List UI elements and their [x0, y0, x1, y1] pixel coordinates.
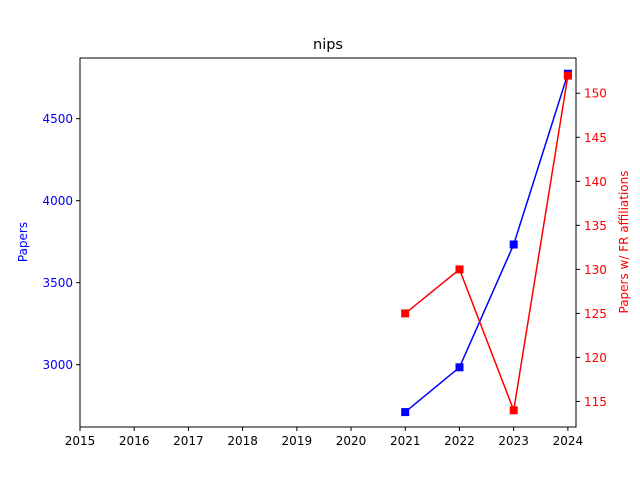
- left-axis-label: Papers: [16, 222, 30, 262]
- right-y-tick-label: 135: [584, 219, 607, 233]
- series-layer: [401, 69, 572, 417]
- x-tick-label: 2020: [336, 434, 367, 448]
- x-tick-label: 2016: [119, 434, 150, 448]
- x-tick-label: 2015: [65, 434, 96, 448]
- x-tick-label: 2023: [498, 434, 529, 448]
- x-tick-label: 2017: [173, 434, 204, 448]
- fr-papers-point-marker: [563, 71, 572, 80]
- right-y-tick-label: 130: [584, 263, 607, 277]
- right-y-tick-label: 125: [584, 307, 607, 321]
- right-y-tick-label: 150: [584, 87, 607, 101]
- fr-papers-point-marker: [401, 309, 410, 318]
- fr-papers-point-marker: [455, 265, 464, 274]
- fr-papers-point-marker: [509, 406, 518, 415]
- right-y-tick-label: 145: [584, 131, 607, 145]
- left-y-tick-label: 3000: [42, 358, 73, 372]
- right-axis-label: Papers w/ FR affiliations: [617, 171, 631, 314]
- x-tick-label: 2021: [390, 434, 421, 448]
- papers-point-marker: [509, 240, 518, 249]
- right-y-tick-label: 115: [584, 395, 607, 409]
- x-tick-label: 2019: [282, 434, 313, 448]
- x-tick-label: 2022: [444, 434, 475, 448]
- fr-papers-series-line: [404, 75, 569, 414]
- papers-series-line: [404, 73, 569, 413]
- left-y-tick-label: 3500: [42, 276, 73, 290]
- plot-frame: [79, 57, 577, 428]
- x-tick-label: 2024: [553, 434, 584, 448]
- x-tick-label: 2018: [227, 434, 258, 448]
- papers-point-marker: [401, 408, 410, 417]
- left-y-tick-label: 4000: [42, 194, 73, 208]
- papers-point-marker: [455, 363, 464, 372]
- left-y-tick-label: 4500: [42, 112, 73, 126]
- right-y-tick-label: 140: [584, 175, 607, 189]
- axes-layer: 2015 2016 2017 2018 2019 2020 2021 2022 2023 2024…: [42, 57, 607, 448]
- chart-title: nips: [313, 37, 343, 53]
- right-y-tick-label: 120: [584, 351, 607, 365]
